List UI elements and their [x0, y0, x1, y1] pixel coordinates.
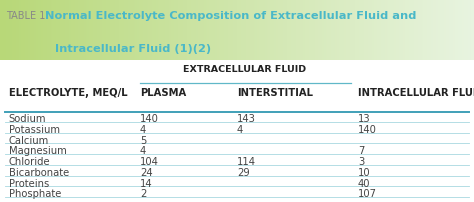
Text: Chloride: Chloride [9, 156, 50, 166]
Text: 7: 7 [358, 146, 364, 156]
Text: Calcium: Calcium [9, 135, 49, 145]
Text: INTERSTITIAL: INTERSTITIAL [237, 87, 313, 97]
Text: 3: 3 [358, 156, 364, 166]
Text: 104: 104 [140, 156, 159, 166]
Text: INTRACELLULAR FLUID: INTRACELLULAR FLUID [358, 87, 474, 97]
Text: 5: 5 [140, 135, 146, 145]
Text: ELECTROLYTE, MEQ/L: ELECTROLYTE, MEQ/L [9, 87, 127, 97]
Text: 10: 10 [358, 167, 371, 177]
Text: EXTRACELLULAR FLUID: EXTRACELLULAR FLUID [182, 65, 306, 74]
Text: 140: 140 [140, 114, 159, 124]
Text: 4: 4 [237, 124, 243, 134]
Text: Sodium: Sodium [9, 114, 46, 124]
Text: 140: 140 [358, 124, 377, 134]
Text: 4: 4 [140, 146, 146, 156]
Text: TABLE 1.: TABLE 1. [6, 11, 48, 21]
Text: Phosphate: Phosphate [9, 188, 61, 198]
Text: 107: 107 [358, 188, 377, 198]
Text: 143: 143 [237, 114, 256, 124]
Text: 13: 13 [358, 114, 371, 124]
Text: 40: 40 [358, 178, 370, 188]
Text: Intracellular Fluid (1)(2): Intracellular Fluid (1)(2) [55, 44, 211, 54]
Text: 29: 29 [237, 167, 250, 177]
Text: Magnesium: Magnesium [9, 146, 66, 156]
Text: 2: 2 [140, 188, 146, 198]
Text: 24: 24 [140, 167, 153, 177]
Text: 14: 14 [140, 178, 153, 188]
Text: 4: 4 [140, 124, 146, 134]
Text: Potassium: Potassium [9, 124, 60, 134]
Text: Bicarbonate: Bicarbonate [9, 167, 69, 177]
Text: Proteins: Proteins [9, 178, 49, 188]
Text: PLASMA: PLASMA [140, 87, 186, 97]
Text: 114: 114 [237, 156, 256, 166]
Text: Normal Electrolyte Composition of Extracellular Fluid and: Normal Electrolyte Composition of Extrac… [45, 11, 416, 21]
